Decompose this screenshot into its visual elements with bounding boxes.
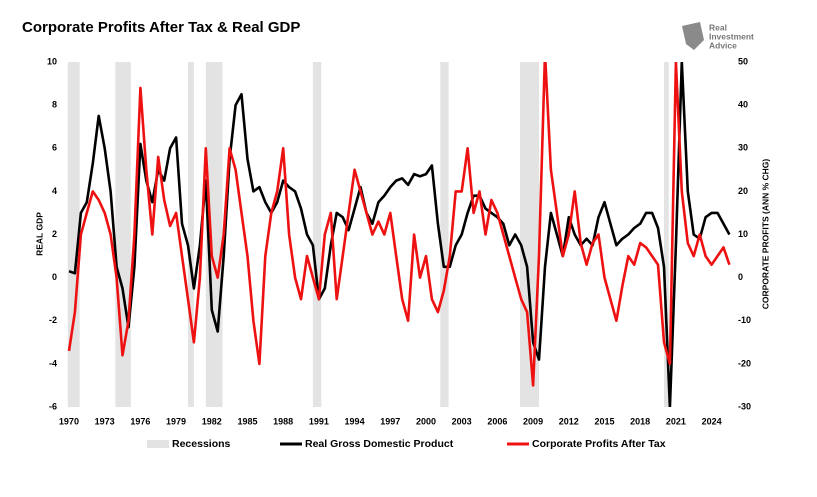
y-tick-label: 8 xyxy=(52,100,57,110)
y-tick-label: -2 xyxy=(49,315,57,325)
x-tick-label: 2021 xyxy=(666,416,686,426)
x-tick-label: 2009 xyxy=(523,416,543,426)
recession-band xyxy=(312,62,322,407)
x-tick-label: 2000 xyxy=(416,416,436,426)
legend-label: Corporate Profits After Tax xyxy=(532,438,666,450)
logo-icon xyxy=(682,22,704,50)
y2-tick-label: 40 xyxy=(738,100,748,110)
x-tick-label: 2015 xyxy=(594,416,614,426)
logo: Real Investment Advice xyxy=(682,22,754,50)
series-line xyxy=(67,62,731,387)
y-axis-label: REAL GDP xyxy=(34,212,44,256)
y2-tick-label: -20 xyxy=(738,358,751,368)
x-tick-label: 1991 xyxy=(309,416,329,426)
y2-tick-label: 50 xyxy=(738,56,748,66)
y2-tick-label: 10 xyxy=(738,229,748,239)
y-tick-label: 4 xyxy=(52,186,57,196)
y2-tick-label: 0 xyxy=(738,272,743,282)
x-tick-label: 1979 xyxy=(166,416,186,426)
x-tick-label: 1988 xyxy=(273,416,293,426)
logo-text: Advice xyxy=(709,40,737,50)
legend-swatch xyxy=(147,440,169,448)
legend-label: Recessions xyxy=(172,438,231,450)
logo-text: Investment xyxy=(709,31,754,41)
x-tick-label: 1973 xyxy=(95,416,115,426)
recession-band xyxy=(187,62,194,407)
logo-text: Real xyxy=(709,22,727,32)
x-tick-label: 1994 xyxy=(345,416,365,426)
plot-area xyxy=(67,62,731,407)
recession-band xyxy=(663,62,669,407)
y-tick-label: 0 xyxy=(52,272,57,282)
x-tick-label: 1982 xyxy=(202,416,222,426)
y-tick-label: -6 xyxy=(49,401,57,411)
x-tick-label: 1976 xyxy=(130,416,150,426)
x-tick-label: 2018 xyxy=(630,416,650,426)
x-tick-label: 2003 xyxy=(452,416,472,426)
y2-axis-label: CORPORATE PROFITS (ANN % CHG) xyxy=(760,159,770,310)
y-tick-label: 2 xyxy=(52,229,57,239)
y2-tick-label: 30 xyxy=(738,143,748,153)
x-tick-label: 2006 xyxy=(487,416,507,426)
x-tick-label: 2012 xyxy=(559,416,579,426)
recession-band xyxy=(519,62,540,407)
y-tick-label: -4 xyxy=(49,358,57,368)
y-tick-label: 6 xyxy=(52,143,57,153)
series-line xyxy=(68,62,731,407)
legend-label: Real Gross Domestic Product xyxy=(305,438,454,450)
x-tick-label: 1997 xyxy=(380,416,400,426)
y2-tick-label: -30 xyxy=(738,401,751,411)
recession-band xyxy=(67,62,80,407)
recession-band xyxy=(440,62,449,407)
chart-title: Corporate Profits After Tax & Real GDP xyxy=(22,19,300,36)
y2-tick-label: 20 xyxy=(738,186,748,196)
y-tick-label: 10 xyxy=(47,56,57,66)
x-tick-label: 2024 xyxy=(702,416,722,426)
x-tick-label: 1985 xyxy=(237,416,257,426)
y2-tick-label: -10 xyxy=(738,315,751,325)
x-tick-label: 1970 xyxy=(59,416,79,426)
